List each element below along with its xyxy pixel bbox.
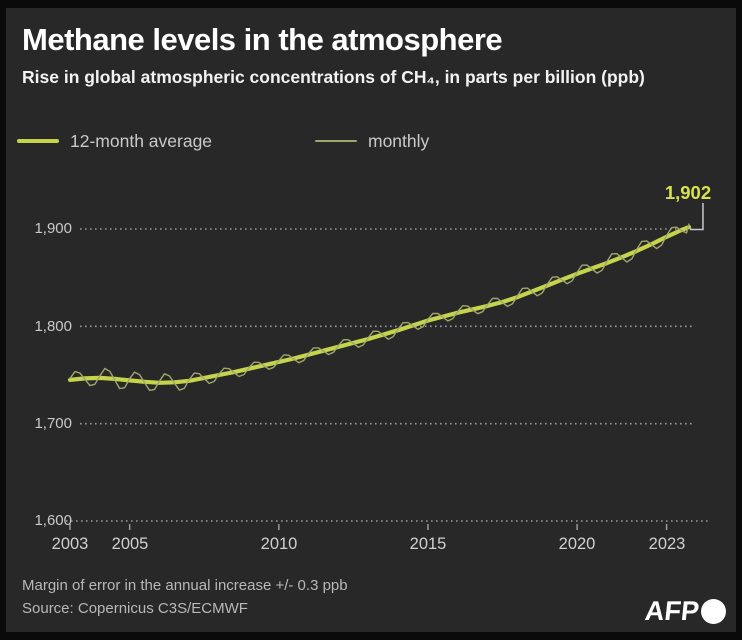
page-title: Methane levels in the atmosphere (22, 22, 503, 57)
source-credit: Source: Copernicus C3S/ECMWF (22, 600, 248, 617)
y-axis-label-1900: 1,900 (34, 220, 72, 237)
legend-label-average: 12-month average (70, 130, 213, 151)
afp-logo-circle-icon (701, 599, 726, 624)
legend-label-monthly: monthly (368, 130, 430, 151)
x-axis-label-2015: 2015 (409, 535, 447, 553)
y-axis-label-1600: 1,600 (34, 512, 72, 529)
series-line-monthly (69, 223, 690, 392)
y-axis-label-1700: 1,700 (34, 415, 72, 432)
y-axis-label-1800: 1,800 (34, 318, 72, 335)
x-axis-label-2005: 2005 (111, 535, 149, 553)
legend-item-average: 12-month average (17, 131, 212, 151)
x-axis-label-2023: 2023 (648, 535, 686, 553)
annotation-bracket (689, 203, 704, 231)
latest-value-annotation: 1,902 (664, 182, 712, 203)
margin-of-error-note: Margin of error in the annual increase +… (22, 577, 348, 594)
average-line-swatch (17, 138, 59, 144)
x-axis-label-2020: 2020 (558, 535, 596, 553)
chart-panel (6, 8, 736, 632)
x-axis-label-2003: 2003 (51, 535, 89, 553)
series-line-12-month-average (67, 225, 692, 385)
legend-item-monthly: monthly (315, 131, 429, 151)
afp-logo-text: AFP (643, 596, 701, 626)
monthly-line-swatch (315, 140, 357, 142)
afp-logo: AFP (643, 596, 726, 627)
chart-subtitle: Rise in global atmospheric concentration… (22, 67, 645, 87)
x-axis-label-2010: 2010 (260, 535, 298, 553)
